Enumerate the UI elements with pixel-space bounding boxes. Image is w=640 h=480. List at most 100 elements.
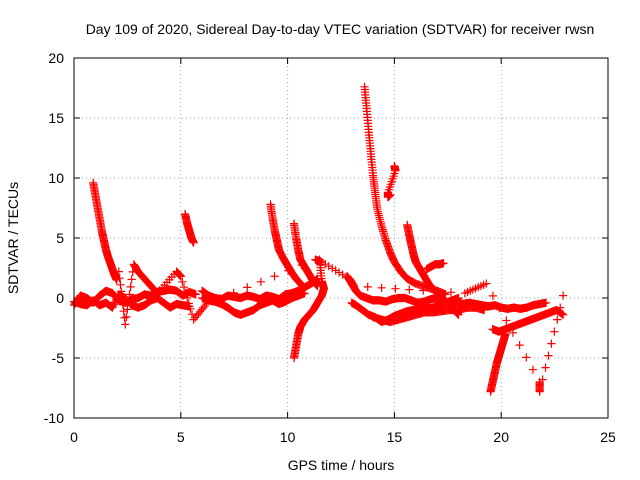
data-point (116, 280, 125, 289)
data-point (114, 267, 123, 276)
data-point (535, 387, 544, 396)
data-point (122, 312, 131, 321)
data-point (439, 259, 448, 268)
data-point (243, 283, 252, 292)
data-point (123, 305, 132, 314)
data-point (553, 315, 562, 324)
x-tick-label: 20 (493, 429, 509, 445)
data-point (419, 286, 428, 295)
data-point (495, 304, 504, 313)
data-point (541, 363, 550, 372)
data-point (454, 293, 463, 303)
data-point (125, 290, 134, 299)
data-point (541, 298, 551, 307)
data-point (191, 290, 200, 299)
data-point (559, 310, 568, 319)
data-points (69, 82, 568, 396)
grid-lines (74, 58, 608, 418)
data-point (363, 282, 372, 291)
data-point (181, 288, 190, 297)
x-tick-label: 0 (70, 429, 78, 445)
data-point (284, 266, 293, 275)
data-point (110, 298, 119, 307)
data-point (256, 277, 265, 286)
series-band-baseline-2 (69, 290, 194, 312)
y-tick-label: 0 (56, 290, 64, 306)
data-point (108, 303, 117, 312)
data-point (118, 300, 127, 309)
data-point (538, 375, 547, 384)
data-point (186, 304, 195, 313)
data-point (300, 289, 309, 298)
plot-frame (73, 57, 609, 419)
data-point (270, 272, 279, 281)
data-point (522, 353, 531, 362)
data-point (528, 365, 538, 374)
data-point (502, 316, 511, 325)
data-point (488, 291, 498, 300)
y-tick-label: 15 (48, 110, 64, 126)
data-point (189, 238, 198, 247)
data-point (515, 341, 524, 350)
series-arc-1-descending (89, 178, 121, 285)
data-point (559, 291, 568, 300)
x-tick-label: 10 (280, 429, 296, 445)
data-point (109, 301, 118, 311)
series-band-baseline-7 (368, 303, 489, 327)
data-point (508, 328, 518, 337)
series-arc-10-flat (422, 259, 448, 274)
series-band-baseline-4 (198, 289, 309, 319)
y-tick-label: -5 (52, 350, 65, 366)
data-point (480, 305, 489, 315)
data-point (124, 297, 133, 306)
data-point (121, 320, 130, 329)
data-point (313, 274, 322, 283)
data-point (377, 283, 386, 292)
y-tick-label: 10 (48, 170, 64, 186)
chart-title: Day 109 of 2020, Sidereal Day-to-day VTE… (86, 21, 595, 37)
data-point (386, 190, 395, 199)
y-tick-label: -10 (44, 410, 64, 426)
x-tick-label: 25 (600, 429, 616, 445)
x-tick-label: 15 (387, 429, 403, 445)
data-point (297, 261, 306, 270)
x-tick-label: 5 (177, 429, 185, 445)
series-arc-9-ascending (486, 329, 510, 396)
data-point (127, 275, 136, 284)
data-point (229, 288, 238, 297)
data-point (215, 294, 225, 303)
data-point (482, 279, 491, 288)
x-axis-label: GPS time / hours (288, 457, 395, 473)
data-point (183, 293, 192, 303)
series-arc-8-short (383, 161, 400, 202)
data-point (556, 303, 565, 312)
data-point (178, 277, 187, 286)
data-point (441, 290, 450, 299)
data-point (184, 299, 193, 308)
y-tick-label: 5 (56, 230, 64, 246)
data-point (112, 295, 121, 304)
axis-ticks: 0 5 10 15 20 25 -10 -5 0 5 10 15 20 (44, 50, 616, 445)
data-point (349, 281, 358, 291)
data-point (202, 299, 211, 309)
data-point (126, 282, 135, 291)
data-point (433, 287, 442, 296)
data-point (115, 274, 124, 283)
data-point (117, 293, 127, 303)
series-band-baseline-8 (488, 305, 568, 336)
data-point (547, 339, 556, 348)
data-point (176, 272, 185, 281)
data-point (391, 284, 400, 293)
data-point (117, 287, 126, 296)
data-point (405, 285, 414, 294)
series-arc-2-descending (180, 209, 198, 247)
data-point (544, 351, 553, 360)
data-point (550, 327, 559, 336)
data-point (109, 300, 119, 309)
data-point (446, 288, 456, 297)
data-point (179, 283, 189, 292)
y-tick-label: 20 (48, 50, 64, 66)
series-arc-5-ascending (289, 255, 329, 363)
y-axis-label: SDTVAR / TECUs (5, 182, 21, 294)
